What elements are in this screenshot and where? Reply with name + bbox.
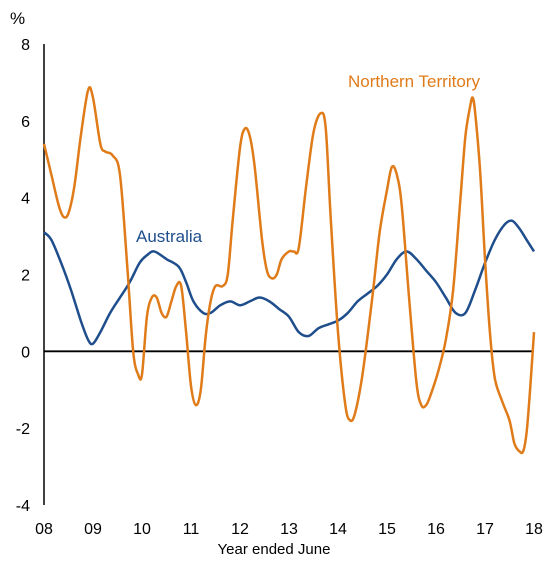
x-tick-label: 17	[476, 521, 494, 538]
y-tick-label: -2	[16, 421, 30, 438]
x-axis-title: Year ended June	[218, 541, 331, 558]
series-label-northern-territory: Northern Territory	[348, 72, 480, 91]
x-tick-label: 08	[35, 521, 53, 538]
series-line-australia	[43, 219, 536, 346]
x-tick-label: 16	[427, 521, 445, 538]
x-tick-label: 09	[84, 521, 102, 538]
x-tick-label: 11	[183, 521, 200, 538]
y-tick-label: 2	[21, 268, 30, 285]
x-tick-label: 10	[133, 521, 151, 538]
y-unit-label: %	[10, 9, 25, 28]
y-tick-label: 6	[21, 114, 30, 131]
y-tick-label: 0	[21, 344, 30, 361]
y-axis-ticks: -4 -2 0 2 4 6 8	[16, 37, 30, 515]
x-tick-label: 12	[231, 521, 249, 538]
x-tick-label: 18	[525, 521, 543, 538]
series-group	[42, 86, 536, 455]
y-tick-label: 4	[21, 191, 30, 208]
x-tick-label: 13	[280, 521, 298, 538]
x-tick-label: 15	[378, 521, 396, 538]
series-line-northern-territory	[42, 86, 536, 455]
y-tick-label: 8	[21, 37, 30, 54]
x-axis-ticks: 08 09 10 11 12 13 14 15 16 17 18	[35, 521, 543, 538]
y-tick-label: -4	[16, 498, 30, 515]
series-label-australia: Australia	[136, 227, 203, 246]
x-tick-label: 14	[329, 521, 347, 538]
